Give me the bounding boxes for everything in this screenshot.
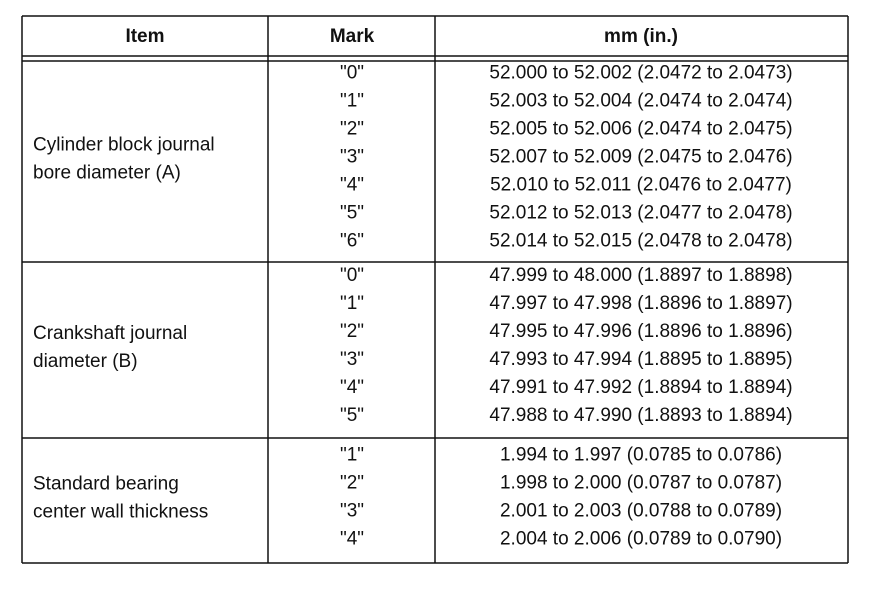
item-cell: bore diameter (A) <box>33 163 181 184</box>
item-cell: Crankshaft journal <box>33 323 187 344</box>
value-cell: 47.999 to 48.000 (1.8897 to 1.8898) <box>489 265 792 286</box>
mark-cell: "2" <box>340 473 364 494</box>
mark-cell: "3" <box>340 501 364 522</box>
item-cell: Standard bearing <box>33 474 179 495</box>
value-cell: 1.994 to 1.997 (0.0785 to 0.0786) <box>500 445 782 466</box>
value-cell: 2.001 to 2.003 (0.0788 to 0.0789) <box>500 501 782 522</box>
header-cell: Item <box>125 26 164 47</box>
mark-cell: "1" <box>340 91 364 112</box>
mark-cell: "4" <box>340 175 364 196</box>
value-cell: 52.007 to 52.009 (2.0475 to 2.0476) <box>489 147 792 168</box>
value-cell: 52.014 to 52.015 (2.0478 to 2.0478) <box>489 231 792 252</box>
mark-cell: "5" <box>340 203 364 224</box>
mark-cell: "1" <box>340 293 364 314</box>
mark-cell: "4" <box>340 377 364 398</box>
value-cell: 52.005 to 52.006 (2.0474 to 2.0475) <box>489 119 792 140</box>
item-cell: center wall thickness <box>33 502 208 523</box>
value-cell: 47.995 to 47.996 (1.8896 to 1.8896) <box>489 321 792 342</box>
mark-cell: "0" <box>340 63 364 84</box>
mark-cell: "4" <box>340 529 364 550</box>
mark-cell: "5" <box>340 405 364 426</box>
value-cell: 52.012 to 52.013 (2.0477 to 2.0478) <box>489 203 792 224</box>
mark-cell: "0" <box>340 265 364 286</box>
value-cell: 47.988 to 47.990 (1.8893 to 1.8894) <box>489 405 792 426</box>
header-cell: Mark <box>330 26 375 47</box>
value-cell: 52.000 to 52.002 (2.0472 to 2.0473) <box>489 63 792 84</box>
value-cell: 52.003 to 52.004 (2.0474 to 2.0474) <box>489 91 792 112</box>
value-cell: 52.010 to 52.011 (2.0476 to 2.0477) <box>490 175 792 196</box>
mark-cell: "1" <box>340 445 364 466</box>
value-cell: 47.993 to 47.994 (1.8895 to 1.8895) <box>489 349 792 370</box>
header-cell: mm (in.) <box>604 26 678 47</box>
mark-cell: "3" <box>340 349 364 370</box>
mark-cell: "2" <box>340 119 364 140</box>
mark-cell: "2" <box>340 321 364 342</box>
mark-cell: "6" <box>340 231 364 252</box>
value-cell: 47.991 to 47.992 (1.8894 to 1.8894) <box>489 377 792 398</box>
item-cell: Cylinder block journal <box>33 135 215 156</box>
value-cell: 1.998 to 2.000 (0.0787 to 0.0787) <box>500 473 782 494</box>
value-cell: 2.004 to 2.006 (0.0789 to 0.0790) <box>500 529 782 550</box>
item-cell: diameter (B) <box>33 351 138 372</box>
value-cell: 47.997 to 47.998 (1.8896 to 1.8897) <box>489 293 792 314</box>
mark-cell: "3" <box>340 147 364 168</box>
